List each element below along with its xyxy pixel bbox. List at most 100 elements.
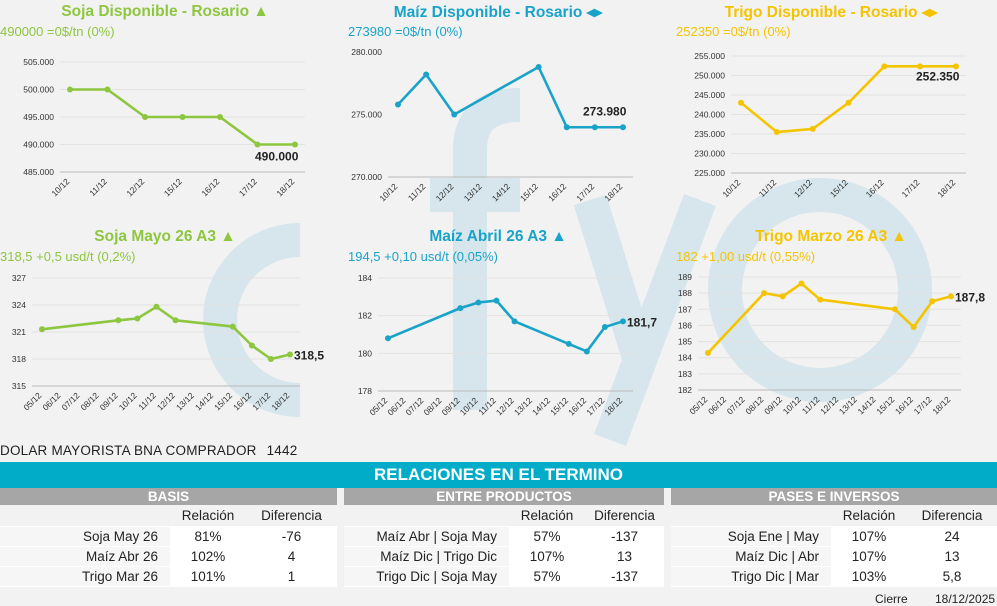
y-tick-label: 500.000	[23, 85, 54, 95]
row-relacion: 57%	[509, 567, 585, 587]
data-point	[929, 298, 936, 305]
chart-maiz-abril: Maíz Abril 26 A3 ▲ 194,5 +0,10 usd/t (0,…	[333, 225, 663, 455]
last-value-label: 252.350	[916, 69, 960, 83]
row-label: Maíz Dic | Abr	[671, 547, 831, 567]
header-blank	[344, 505, 509, 527]
x-tick-label: 14/12	[193, 390, 215, 412]
y-tick-label: 178	[358, 386, 372, 396]
y-tick-label: 485.000	[23, 167, 54, 177]
chart-title: Trigo Marzo 26 A3 ▲	[755, 228, 907, 245]
row-relacion: 107%	[831, 527, 907, 547]
line-chart: 225.000 230.000 235.000 240.000 245.000 250.0…	[694, 51, 966, 199]
x-tick-label: 18/12	[269, 390, 291, 412]
data-point	[948, 293, 954, 300]
last-value-label: 318,5	[294, 349, 324, 363]
x-tick-label: 09/12	[762, 394, 784, 416]
x-tick-label: 11/12	[87, 176, 109, 198]
relations-table: Relación Diferencia Soja May 26 81% -76 Maí…	[0, 505, 337, 587]
x-tick-label: 17/12	[237, 176, 259, 198]
x-tick-label: 17/12	[250, 390, 272, 412]
x-tick-label: 07/12	[725, 394, 747, 416]
x-tick-label: 09/12	[440, 395, 462, 417]
data-point	[705, 349, 711, 356]
dolar-label: DOLAR MAYORISTA BNA COMPRADOR	[0, 443, 257, 458]
y-tick-label: 245.000	[694, 90, 725, 100]
row-label: Maíz Abr 26	[0, 547, 170, 567]
y-tick-label: 315	[12, 381, 26, 391]
y-tick-label: 230.000	[694, 149, 725, 159]
data-point	[798, 280, 805, 287]
x-tick-label: 11/12	[757, 177, 779, 199]
y-tick-label: 280.000	[351, 47, 382, 57]
series-line	[707, 282, 952, 354]
x-tick-label: 11/12	[800, 394, 822, 416]
row-diferencia: 24	[907, 527, 997, 547]
relaciones-title: RELACIONES EN EL TERMINO	[0, 462, 997, 488]
row-diferencia: -137	[585, 567, 664, 587]
row-diferencia: 4	[246, 547, 337, 567]
last-value-label: 187,8	[955, 290, 985, 304]
x-tick-label: 08/12	[79, 390, 101, 412]
row-relacion: 102%	[170, 547, 246, 567]
data-point	[254, 141, 261, 148]
header-diferencia: Diferencia	[907, 505, 997, 527]
y-tick-label: 490.000	[23, 140, 54, 150]
x-tick-label: 12/12	[434, 181, 456, 203]
x-tick-label: 15/12	[874, 394, 896, 416]
y-tick-label: 275.000	[351, 110, 382, 120]
row-diferencia: 13	[585, 547, 664, 567]
y-tick-label: 184	[678, 353, 692, 363]
data-point	[172, 317, 179, 324]
line-chart: 270.000 275.000 280.000 10/12 11/12 12/12 13/1…	[351, 47, 633, 203]
chart-title: Soja Disponible - Rosario ▲	[61, 3, 269, 20]
table-row: Maíz Abr 26 102% 4	[0, 547, 337, 567]
x-tick-label: 17/12	[574, 181, 596, 203]
data-point	[809, 125, 816, 132]
y-tick-label: 185	[678, 337, 692, 347]
chart-soja-mayo: Soja Mayo 26 A3 ▲ 318,5 +0,5 usd/t (0,2%…	[0, 225, 330, 455]
row-diferencia: 5,8	[907, 567, 997, 587]
chart-title: Maíz Disponible - Rosario ◂▸	[393, 4, 603, 21]
x-tick-label: 05/12	[687, 394, 709, 416]
x-tick-label: 05/12	[367, 395, 389, 417]
x-tick-label: 11/12	[406, 181, 428, 203]
row-relacion: 57%	[509, 527, 585, 547]
x-tick-label: 12/12	[818, 394, 840, 416]
x-tick-label: 11/12	[476, 395, 498, 417]
x-tick-label: 07/12	[403, 395, 425, 417]
x-tick-label: 16/12	[864, 177, 886, 199]
data-point	[287, 351, 293, 358]
data-point	[451, 111, 458, 118]
row-label: Soja Ene | May	[671, 527, 831, 547]
x-tick-label: 16/12	[546, 181, 568, 203]
x-tick-label: 10/12	[117, 390, 139, 412]
data-point	[475, 299, 482, 306]
table-row: Trigo Mar 26 101% 1	[0, 567, 337, 587]
relations-table: Relación Diferencia Soja Ene | May 107% 24 …	[671, 505, 997, 587]
data-point	[457, 305, 464, 312]
x-tick-label: 06/12	[706, 394, 728, 416]
row-diferencia: 1	[246, 567, 337, 587]
y-tick-label: 495.000	[23, 112, 54, 122]
y-tick-label: 327	[12, 273, 26, 283]
line-chart: 18218318418518618718818905/1206/1207/120…	[678, 272, 986, 416]
data-point	[115, 317, 122, 324]
data-point	[493, 297, 500, 304]
x-tick-label: 08/12	[422, 395, 444, 417]
table-row: Maíz Dic | Abr 107% 13	[671, 547, 997, 567]
section-pases-inversos: PASES E INVERSOS Relación Diferencia Soja…	[671, 488, 997, 604]
data-point	[563, 124, 570, 131]
y-tick-label: 255.000	[694, 51, 725, 61]
data-point	[910, 324, 917, 331]
last-value-label: 273.980	[583, 104, 627, 118]
chart-subtitle: 194,5 +0,10 usd/t (0,05%)	[348, 249, 498, 264]
chart-soja-disponible: Soja Disponible - Rosario ▲ 490000 =0$/t…	[0, 0, 330, 230]
x-tick-label: 16/12	[199, 176, 221, 198]
table-row: Maíz Dic | Trigo Dic 107% 13	[344, 547, 664, 567]
header-relacion: Relación	[509, 505, 585, 527]
y-tick-label: 188	[678, 288, 692, 298]
y-tick-label: 240.000	[694, 110, 725, 120]
y-tick-label: 186	[678, 320, 692, 330]
y-tick-label: 505.000	[23, 57, 54, 67]
